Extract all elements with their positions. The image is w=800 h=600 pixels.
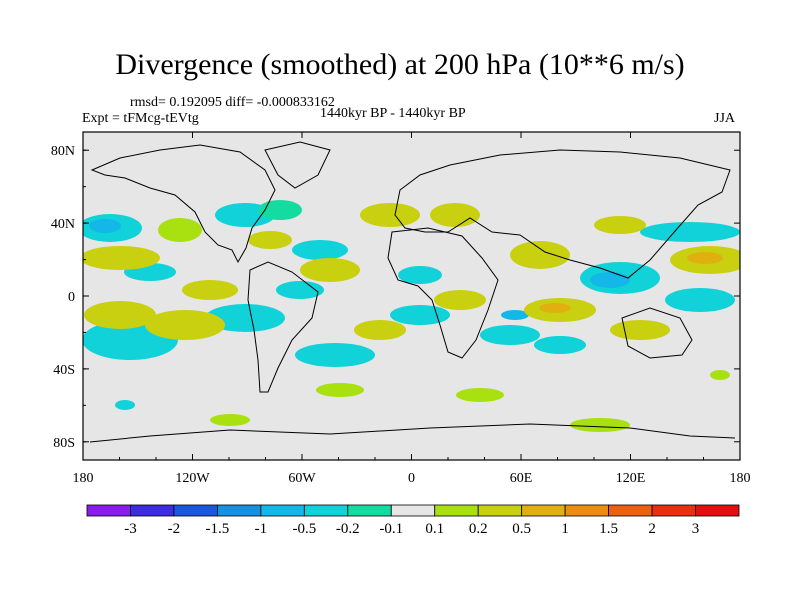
divergence-region xyxy=(665,288,735,312)
coastline-australia xyxy=(621,307,693,359)
divergence-region xyxy=(687,252,723,264)
y-tick-label: 80S xyxy=(53,436,75,451)
legend-swatch xyxy=(695,504,740,517)
x-tick-label: 120W xyxy=(175,471,210,486)
divergence-region xyxy=(89,219,121,233)
divergence-region xyxy=(570,418,630,432)
divergence-region xyxy=(398,266,442,284)
divergence-region xyxy=(300,258,360,282)
x-tick-label: 0 xyxy=(408,471,415,486)
divergence-region xyxy=(158,218,202,242)
x-axis-labels: 180 120W 60W 0 60E 120E 180 xyxy=(73,471,751,486)
divergence-region xyxy=(210,414,250,426)
legend-swatch xyxy=(260,504,305,517)
plot-area: 180 120W 60W 0 60E 120E 180 80N 40N 0 40S 80S xyxy=(51,131,751,486)
period-label: 1440kyr BP - 1440kyr BP xyxy=(320,106,466,121)
legend-swatch xyxy=(173,504,218,517)
y-tick-label: 40S xyxy=(53,363,75,378)
divergence-region xyxy=(390,305,450,325)
experiment-label: Expt = tFMcg-tEVtg xyxy=(82,111,199,126)
divergence-region xyxy=(83,246,160,270)
y-axis-labels: 80N 40N 0 40S 80S xyxy=(51,144,75,451)
coastline-antarctica xyxy=(89,423,736,443)
divergence-region xyxy=(295,343,375,367)
divergence-contours xyxy=(83,200,740,432)
legend-swatch xyxy=(86,504,131,517)
legend-label: 2 xyxy=(648,521,656,537)
legend-label: -0.1 xyxy=(379,521,403,537)
divergence-region xyxy=(258,200,302,220)
legend-swatch xyxy=(303,504,349,517)
coastline-north-america xyxy=(90,144,276,264)
legend-swatch xyxy=(564,504,610,517)
map-title: Divergence (smoothed) at 200 hPa (10**6 … xyxy=(115,48,685,81)
legend-swatch xyxy=(477,504,523,517)
divergence-region xyxy=(182,280,238,300)
divergence-region xyxy=(360,203,420,227)
divergence-region xyxy=(710,370,730,380)
legend-label: 0.5 xyxy=(512,521,531,537)
divergence-region xyxy=(248,231,292,249)
divergence-region xyxy=(115,400,135,410)
coastlines xyxy=(89,141,736,443)
legend-label: -1.5 xyxy=(206,521,230,537)
coastline-europe-asia xyxy=(394,149,731,279)
x-tick-label: 120E xyxy=(616,471,646,486)
divergence-region xyxy=(316,383,364,397)
legend-label: 0.2 xyxy=(469,521,488,537)
divergence-region xyxy=(501,310,529,320)
x-tick-label: 180 xyxy=(730,471,751,486)
divergence-region xyxy=(594,216,646,234)
coastline-africa xyxy=(387,227,499,359)
legend-label: 3 xyxy=(692,521,700,537)
legend-swatch xyxy=(130,504,175,517)
y-tick-label: 40N xyxy=(51,217,75,232)
legend-label: 1 xyxy=(561,521,569,537)
color-legend: -3 -2 -1.5 -1 -0.5 -0.2 -0.1 0.1 0.2 0.5 1 1.5 2 3 xyxy=(86,504,740,537)
divergence-region xyxy=(510,241,570,269)
divergence-region xyxy=(145,310,225,340)
legend-label: -1 xyxy=(255,521,268,537)
divergence-region xyxy=(480,325,540,345)
legend-label: -3 xyxy=(124,521,137,537)
coastline-south-america xyxy=(247,261,319,393)
divergence-region xyxy=(276,281,324,299)
divergence-region xyxy=(534,336,586,354)
legend-label: 0.1 xyxy=(425,521,444,537)
legend-swatch xyxy=(521,504,566,517)
x-tick-label: 180 xyxy=(73,471,94,486)
legend-swatch xyxy=(390,504,436,517)
legend-label: -2 xyxy=(168,521,181,537)
divergence-region xyxy=(434,290,486,310)
divergence-region xyxy=(430,203,480,227)
coastline-greenland xyxy=(264,141,331,189)
divergence-region xyxy=(640,222,740,242)
divergence-region xyxy=(354,320,406,340)
legend-swatch xyxy=(651,504,696,517)
legend-label: -0.5 xyxy=(292,521,316,537)
legend-swatch xyxy=(434,504,479,517)
divergence-region xyxy=(84,301,156,329)
x-tick-label: 60E xyxy=(510,471,533,486)
legend-label: 1.5 xyxy=(599,521,618,537)
divergence-region xyxy=(610,320,670,340)
divergence-region xyxy=(292,240,348,260)
legend-swatch xyxy=(347,504,392,517)
stats-text: rmsd= 0.192095 diff= -0.000833162 xyxy=(130,95,335,110)
divergence-region xyxy=(590,272,630,288)
legend-swatch xyxy=(608,504,653,517)
y-tick-label: 0 xyxy=(68,290,75,305)
legend-label: -0.2 xyxy=(336,521,360,537)
season-label: JJA xyxy=(714,111,736,126)
legend-swatch xyxy=(216,504,262,517)
y-tick-label: 80N xyxy=(51,144,75,159)
divergence-region xyxy=(539,303,571,313)
x-tick-label: 60W xyxy=(288,471,316,486)
divergence-region xyxy=(456,388,504,402)
axis-ticks xyxy=(82,132,741,460)
